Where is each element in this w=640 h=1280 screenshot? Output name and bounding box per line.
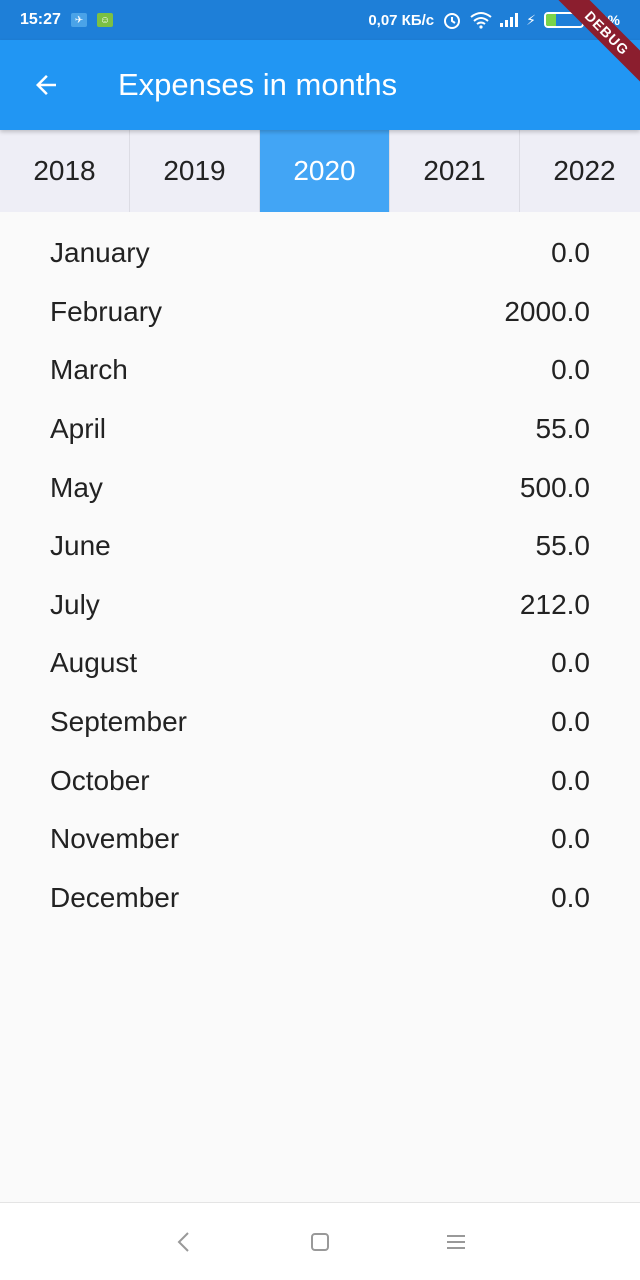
- status-time: 15:27: [20, 11, 61, 28]
- signal-icon: [500, 13, 519, 27]
- month-row: February 2000.0: [0, 283, 640, 342]
- tab-year-2021[interactable]: 2021: [390, 130, 520, 212]
- month-name: November: [50, 823, 180, 855]
- month-value: 212.0: [519, 588, 590, 620]
- tab-year-2020[interactable]: 2020: [260, 130, 390, 212]
- telegram-icon: ✈: [70, 13, 87, 27]
- charging-icon: ⚡: [526, 11, 536, 28]
- status-left: 15:27 ✈ ☺: [20, 11, 113, 29]
- month-name: April: [50, 413, 107, 445]
- alarm-icon: [444, 13, 461, 29]
- month-row: October 0.0: [0, 751, 640, 810]
- month-name: March: [50, 354, 128, 386]
- month-value: 0.0: [551, 823, 590, 855]
- android-icon: ☺: [96, 13, 113, 27]
- nav-home-icon: [311, 1232, 329, 1251]
- nav-menu-button[interactable]: [438, 1224, 474, 1260]
- month-value: 0.0: [551, 237, 590, 269]
- month-row: March 0.0: [0, 341, 640, 400]
- month-row: May 500.0: [0, 458, 640, 517]
- nav-menu-icon: [447, 1234, 465, 1249]
- month-value: 500.0: [519, 471, 590, 503]
- app-bar: Expenses in months: [0, 40, 640, 130]
- month-row: December 0.0: [0, 869, 640, 928]
- month-value: 0.0: [551, 881, 590, 913]
- month-name: July: [50, 588, 100, 620]
- month-value: 0.0: [551, 764, 590, 796]
- month-name: January: [50, 237, 150, 269]
- nav-home-button[interactable]: [302, 1224, 338, 1260]
- page-title: Expenses in months: [118, 67, 398, 102]
- month-name: June: [50, 530, 111, 562]
- wifi-icon: [470, 12, 492, 29]
- month-value: 2000.0: [504, 295, 590, 327]
- tab-year-2022[interactable]: 2022: [520, 130, 640, 212]
- year-tabs: 2018 2019 2020 2021 2022: [0, 130, 640, 212]
- nav-back-button[interactable]: [166, 1224, 202, 1260]
- month-row: June 55.0: [0, 517, 640, 576]
- month-row: September 0.0: [0, 693, 640, 752]
- back-button[interactable]: [0, 40, 92, 130]
- month-name: December: [50, 881, 180, 913]
- month-value: 0.0: [551, 354, 590, 386]
- month-name: February: [50, 295, 163, 327]
- month-value: 0.0: [551, 706, 590, 738]
- tab-year-2018[interactable]: 2018: [0, 130, 130, 212]
- status-bar: 15:27 ✈ ☺ 0,07 КБ/с ⚡ 29%: [0, 0, 640, 40]
- arrow-back-icon: [36, 75, 56, 95]
- month-name: August: [50, 647, 138, 679]
- nav-back-icon: [177, 1231, 189, 1252]
- tab-year-2019[interactable]: 2019: [130, 130, 260, 212]
- month-name: October: [50, 764, 150, 796]
- system-nav-bar: [0, 1202, 640, 1280]
- month-value: 55.0: [535, 413, 591, 445]
- battery-fill: [545, 14, 557, 26]
- month-row: August 0.0: [0, 634, 640, 693]
- month-value: 0.0: [551, 647, 590, 679]
- month-row: April 55.0: [0, 400, 640, 459]
- network-speed: 0,07 КБ/с: [368, 11, 435, 29]
- month-row: July 212.0: [0, 576, 640, 635]
- month-row: January 0.0: [0, 224, 640, 283]
- month-value: 55.0: [535, 530, 591, 562]
- month-name: May: [50, 471, 103, 503]
- months-list: January 0.0 February 2000.0 March 0.0 April 55.…: [0, 224, 640, 927]
- month-row: November 0.0: [0, 810, 640, 869]
- month-name: September: [50, 706, 187, 738]
